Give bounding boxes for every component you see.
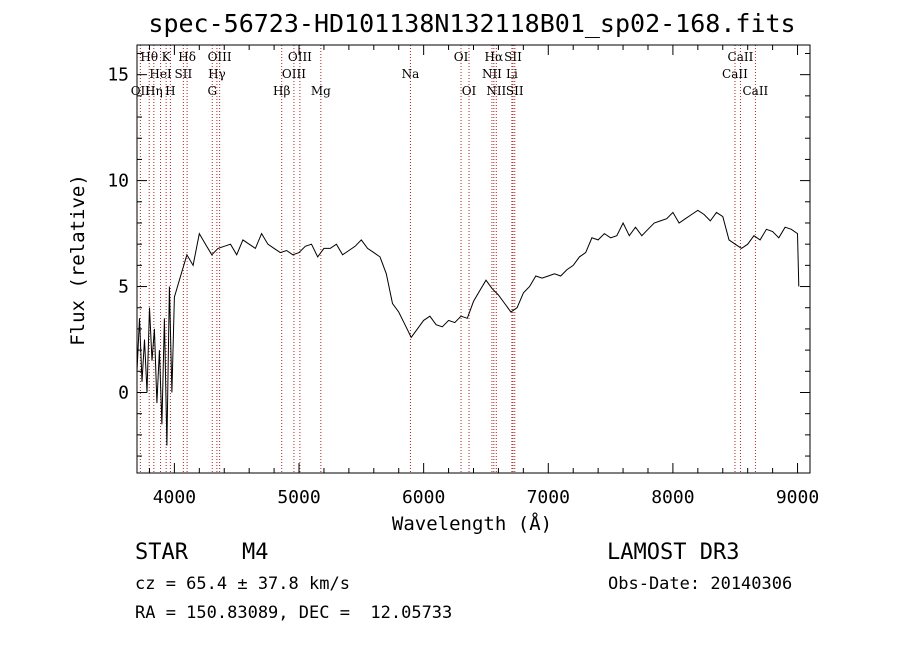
y-tick-label: 10: [107, 171, 129, 192]
spectral-line-label: OIII: [208, 50, 232, 64]
survey-name: LAMOST DR3: [607, 540, 740, 565]
x-tick-label: 9000: [776, 487, 819, 508]
chart-title: spec-56723-HD101138N132118B01_sp02-168.f…: [148, 9, 795, 38]
spectral-line-label: OIII: [288, 50, 312, 64]
spectral-line-label: Hα: [485, 50, 504, 64]
spectral-line-label: Hθ: [140, 50, 158, 64]
spectral-line-label: Hη: [145, 84, 163, 98]
plot-frame: [136, 44, 811, 474]
spectral-line-label: K: [162, 50, 172, 64]
x-tick-label: 6000: [402, 487, 445, 508]
x-axis-label: Wavelength (Å): [392, 512, 552, 535]
spectral-line-label: NII: [486, 84, 506, 98]
coordinates: RA = 150.83089, DEC = 12.05733: [135, 603, 453, 623]
spectral-line-label: Na: [402, 67, 420, 81]
spectral-line-label: OII: [131, 84, 151, 98]
spectral-line-label: Hγ: [208, 67, 226, 81]
spectral-line-label: CaII: [722, 67, 748, 81]
y-tick-label: 5: [118, 277, 129, 298]
spectral-line-label: OI: [454, 50, 469, 64]
spectral-line-labels: OIIHθHηHeIKHSIIHδGHγOIIIHβOIIIOIIIMgNaOI…: [131, 50, 769, 98]
spectral-line-label: Li: [506, 67, 518, 81]
subclass: M4: [242, 540, 269, 565]
y-tick-label: 0: [118, 382, 129, 403]
spectral-line-label: SII: [506, 84, 524, 98]
spectrum-line: [136, 209, 800, 446]
object-class: STAR: [135, 540, 188, 565]
spectral-line-label: CaII: [728, 50, 754, 64]
spectral-line-label: OI: [462, 84, 477, 98]
y-axis-ticks: 0 5 10 15: [107, 52, 810, 457]
spectral-line-label: OIII: [282, 67, 306, 81]
spectral-line-label: CaII: [742, 84, 768, 98]
y-tick-label: 15: [107, 65, 129, 86]
x-tick-label: 4000: [153, 487, 196, 508]
x-tick-label: 7000: [527, 487, 570, 508]
x-tick-label: 8000: [651, 487, 694, 508]
spectral-line-label: Hβ: [273, 84, 290, 98]
spectral-line-markers: [139, 45, 756, 473]
spectral-line-label: G: [207, 84, 217, 98]
obs-date: Obs-Date: 20140306: [608, 574, 793, 594]
spectral-line-label: SII: [504, 50, 522, 64]
spectral-line-label: H: [165, 84, 175, 98]
y-axis-label: Flux (relative): [67, 174, 89, 346]
spectral-line-label: HeI: [149, 67, 172, 81]
x-tick-label: 5000: [277, 487, 320, 508]
redshift-value: cz = 65.4 ± 37.8 km/s: [135, 574, 350, 594]
spectral-line-label: Mg: [311, 84, 331, 98]
spectral-line-label: Hδ: [178, 50, 196, 64]
x-axis-ticks: 4000 5000 6000 7000 8000 9000: [148, 45, 819, 508]
spectral-line-label: SII: [175, 67, 193, 81]
spectral-line-label: NII: [482, 67, 502, 81]
